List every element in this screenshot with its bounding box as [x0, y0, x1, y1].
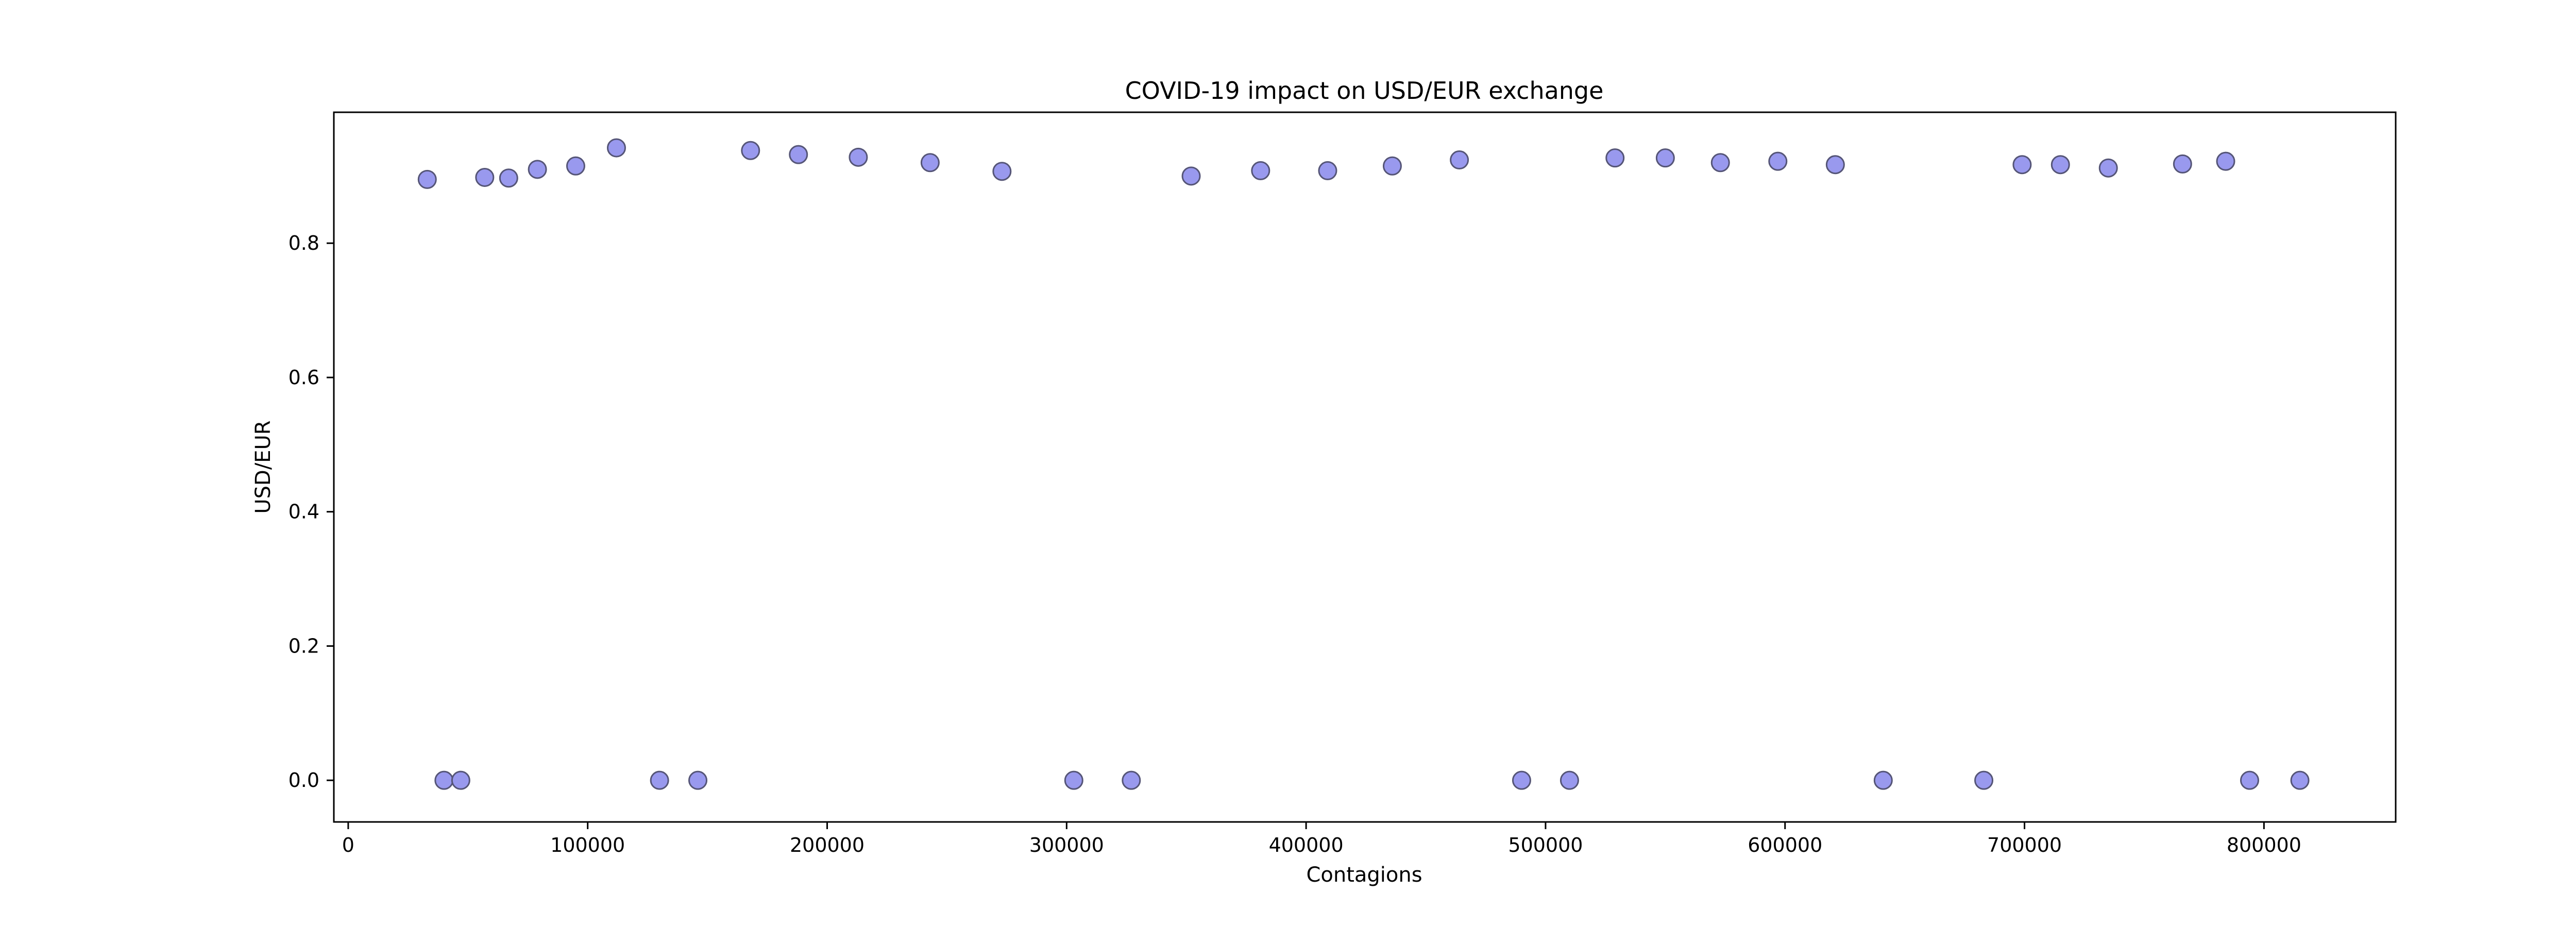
scatter-point	[920, 153, 940, 173]
x-tick-label: 400000	[1269, 834, 1344, 856]
scatter-point	[789, 145, 808, 164]
scatter-point	[650, 770, 669, 790]
y-tick-label: 0.4	[289, 501, 319, 523]
scatter-point	[741, 141, 760, 160]
scatter-point	[1122, 770, 1141, 790]
scatter-point	[1512, 770, 1531, 790]
scatter-point	[992, 162, 1012, 181]
x-axis-label: Contagions	[1306, 863, 1422, 887]
x-tick-label: 700000	[1987, 834, 2062, 856]
scatter-point	[1825, 155, 1845, 175]
scatter-point	[2290, 770, 2310, 790]
y-tick-label: 0.8	[289, 232, 319, 254]
scatter-point	[1655, 148, 1675, 168]
y-axis: 0.0 0.2 0.4 0.6 0.8	[289, 232, 334, 792]
y-axis-label: USD/EUR	[251, 420, 275, 513]
x-tick-label: 100000	[550, 834, 625, 856]
scatter-point	[1560, 770, 1579, 790]
scatter-point	[1382, 156, 1402, 176]
x-tick-label: 300000	[1029, 834, 1104, 856]
scatter-point	[1605, 148, 1625, 168]
data-points	[417, 138, 2310, 790]
scatter-point	[1710, 153, 1730, 173]
scatter-point	[1181, 166, 1201, 186]
scatter-point	[2216, 151, 2235, 171]
x-tick-label: 800000	[2227, 834, 2301, 856]
scatter-point	[2240, 770, 2259, 790]
scatter-point	[2050, 155, 2070, 175]
scatter-point	[1768, 151, 1788, 171]
x-tick-label: 500000	[1508, 834, 1583, 856]
scatter-point	[606, 138, 626, 158]
scatter-point	[451, 770, 470, 790]
x-tick-label: 600000	[1748, 834, 1822, 856]
scatter-point	[1064, 770, 1083, 790]
scatter-point	[2012, 155, 2032, 175]
x-tick-label: 0	[342, 834, 354, 856]
scatter-point	[688, 770, 708, 790]
scatter-point	[1318, 161, 1337, 180]
scatter-point	[2098, 158, 2118, 178]
chart-title: COVID-19 impact on USD/EUR exchange	[1125, 77, 1604, 105]
scatter-point	[1873, 770, 1893, 790]
scatter-point	[1974, 770, 1994, 790]
plot-frame	[333, 111, 2397, 823]
scatter-point	[434, 770, 454, 790]
scatter-point	[849, 147, 868, 167]
y-tick-label: 0.0	[289, 769, 319, 792]
scatter-point	[1450, 150, 1469, 170]
y-tick-label: 0.6	[289, 366, 319, 389]
scatter-point	[528, 160, 547, 179]
x-axis: 0 100000 200000 300000 400000 500000 600000 700…	[342, 822, 2301, 856]
x-tick-label: 200000	[790, 834, 865, 856]
y-tick-label: 0.2	[289, 634, 319, 657]
scatter-point	[566, 156, 585, 176]
scatter-point	[2173, 154, 2192, 174]
scatter-point	[499, 168, 518, 188]
scatter-point	[417, 169, 437, 189]
scatter-point	[475, 167, 495, 187]
scatter-point	[1251, 161, 1270, 180]
